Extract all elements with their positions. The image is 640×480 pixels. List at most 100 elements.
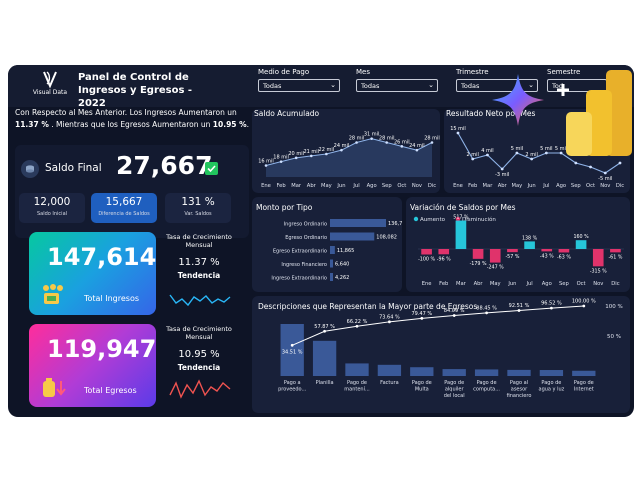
filter-label: Trimestre (456, 68, 489, 76)
pareto-cumulative-label: 100.00 % (572, 299, 596, 305)
neto-point (618, 161, 622, 165)
monto-bar (330, 273, 333, 281)
pareto-cumulative-label: 84.09 % (444, 308, 465, 314)
saldo-tick-label: Ene (261, 183, 271, 189)
var-data-label: -43 % (540, 253, 554, 259)
total-egresos-label: Total Egresos (84, 386, 137, 395)
var-bar (472, 249, 484, 259)
pareto-bar (410, 367, 434, 376)
neto-line (457, 132, 621, 174)
egresos-descripcion-title: Descripciones que Representan la Mayor p… (258, 302, 478, 311)
var-bar (489, 249, 501, 263)
saldo-point (325, 152, 328, 156)
total-ingresos-value: 147,614 (47, 243, 156, 271)
monto-por-tipo-panel: Monto por Tipo Ingreso Ordinario 136,712 E… (252, 197, 402, 292)
saldo-data-label: 31 mil (364, 132, 380, 138)
saldo-data-label: 28 mil (349, 136, 365, 142)
pareto-category-label: alquiler (445, 387, 465, 393)
pareto-bar (474, 369, 499, 376)
tasa-ingresos-value: 11.37 % (178, 257, 220, 268)
var-data-label: -96 % (437, 256, 451, 262)
pareto-cumulative-point (582, 304, 586, 308)
var-tick-label: Sep (559, 281, 569, 287)
neto-point (589, 165, 592, 169)
var-bar (558, 249, 570, 253)
filter-label: Medio de Pago (258, 68, 310, 76)
pareto-bar (377, 364, 402, 376)
brand-logo: Visual Data (28, 69, 72, 103)
pareto-cumulative-label: 88.45 % (476, 305, 497, 311)
var-bar (438, 249, 450, 255)
neto-data-label: 5 mil (555, 146, 567, 152)
egresos-descripcion-panel: Descripciones que Representan la Mayor p… (252, 296, 630, 413)
saldo-data-label: 21 mil (303, 149, 319, 155)
monto-category-label: Ingreso Financiero (281, 262, 327, 268)
pareto-cumulative-point (388, 320, 391, 324)
monto-bar (330, 246, 335, 254)
resultado-neto-chart: 15 mil Ene 2 mil Feb 4 mil Mar-3 mil Abr 5 mil M… (450, 126, 624, 189)
pareto-cumulative-label: 92.51 % (509, 303, 530, 309)
legend-disminucion-marker (455, 216, 461, 222)
saldo-point (309, 154, 313, 158)
saldo-acumulado-panel: Saldo Acumulado 16 mil Ene 18 mil Feb 20 mil… (252, 109, 440, 193)
pareto-cumulative-point (290, 343, 294, 347)
var-data-label: 138 % (522, 235, 538, 241)
saldo-inicial-card: 12,000 Saldo Inicial (19, 193, 85, 223)
neto-point (530, 157, 534, 161)
neto-point (559, 151, 563, 155)
saldo-point (430, 141, 434, 144)
filter-value: Todas (361, 82, 380, 90)
filter-medio-pago-select[interactable]: Todas ⌄ (258, 79, 340, 92)
neto-data-label: 15 mil (450, 126, 466, 132)
neto-data-label: 5 mil (511, 146, 523, 152)
var-bar (610, 249, 621, 253)
tasa-title-line-2: Mensual (185, 333, 213, 341)
pareto-category-label: financiero (507, 393, 532, 399)
saldo-tick-label: Mar (291, 183, 302, 189)
neto-point (515, 151, 519, 155)
tasa-egresos-value: 10.95 % (178, 349, 220, 360)
legend-aumento-label: Aumento (420, 217, 446, 223)
variacion-saldos-chart: Aumento Disminución -100 % Ene -96 % Feb 517 %… (413, 215, 624, 287)
pareto-category-label: Pago al (510, 380, 528, 386)
pareto-category-label: Factura (380, 380, 398, 386)
saldo-final-label: Saldo Final (45, 162, 102, 174)
saldo-data-label: 20 mil (288, 151, 304, 157)
neto-data-label: 2 mil (467, 152, 479, 158)
dashboard: Visual Data Panel de Control de Ingresos… (8, 65, 634, 417)
pareto-category-label: Pago a (284, 380, 301, 386)
saldo-tick-label: Oct (397, 183, 406, 189)
saldo-tick-label: Dic (428, 183, 436, 189)
monto-data-label: 6,640 (335, 262, 349, 268)
pareto-cumulative-label: 96.52 % (541, 301, 562, 307)
copilot-icon (492, 74, 544, 126)
chevron-down-icon: ⌄ (528, 81, 534, 89)
filter-mes-select[interactable]: Todas ⌄ (356, 79, 438, 92)
pareto-category-label: Pago de (574, 380, 594, 386)
neto-data-label: 4 mil (481, 148, 493, 154)
var-bar (455, 220, 467, 249)
saldo-data-label: 18 mil (273, 155, 289, 161)
neto-tick-label: Sep (571, 183, 581, 189)
filter-value: Todas (461, 82, 480, 90)
title-line-1: Panel de Control de (78, 72, 189, 83)
var-data-label: 160 % (573, 234, 589, 240)
tasa-egresos: Tasa de Crecimiento Mensual 10.95 % Tend… (165, 325, 233, 372)
pareto-cumulative-point (550, 306, 553, 310)
saldo-tick-label: Abr (307, 183, 317, 189)
var-tick-label: Ene (422, 281, 432, 287)
pareto-bar (345, 363, 369, 376)
variacion-saldos-title: Variación de Saldos por Mes (410, 203, 516, 212)
pareto-category-label: Pago de (412, 380, 432, 386)
monto-por-tipo-title: Monto por Tipo (256, 203, 313, 212)
saldo-data-label: 16 mil (258, 159, 274, 165)
filter-trimestre-select[interactable]: Todas ⌄ (456, 79, 538, 92)
pareto-cumulative-label: 66.22 % (347, 319, 368, 325)
var-saldos-label: Var. Saldos (184, 211, 212, 217)
var-tick-label: May (490, 281, 501, 287)
neto-data-label: 2 mil (525, 152, 537, 158)
var-saldos-card: 131 % Var. Saldos (165, 193, 231, 223)
pareto-cumulative-point (485, 311, 488, 315)
neto-point (500, 167, 504, 171)
pareto-category-label: del local (444, 393, 465, 399)
